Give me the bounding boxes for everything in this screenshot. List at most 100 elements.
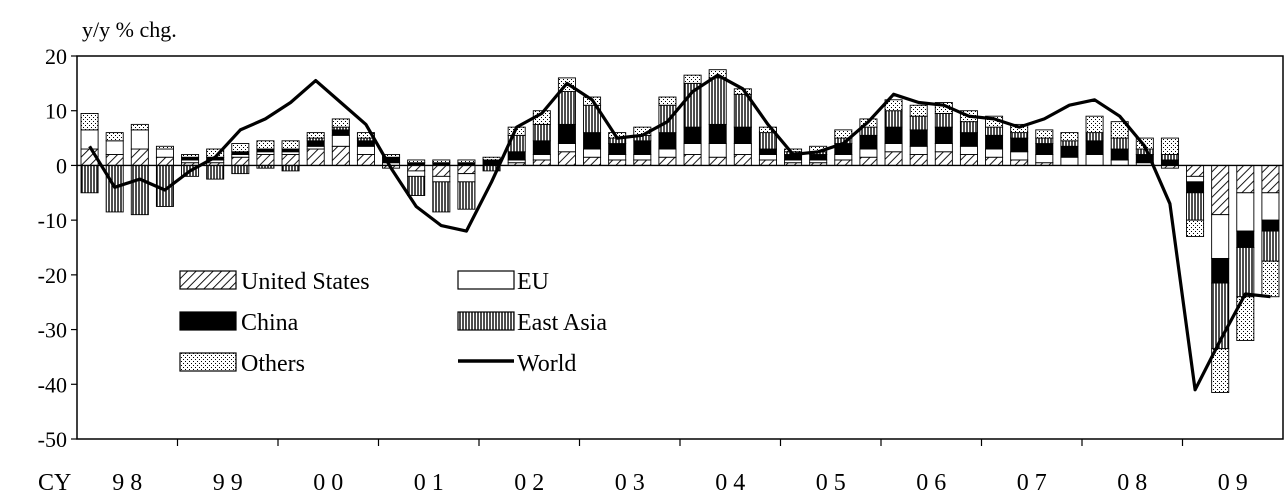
bar-east-asia [934,112,953,128]
bar-china [884,126,903,144]
legend-label-china: China [241,310,299,336]
bar-china [1261,219,1280,232]
y-tick-label: -30 [38,318,67,343]
bar-united-states [859,156,878,166]
bar-china [583,132,602,150]
bar-others [758,126,777,134]
bars-layer [80,69,1280,393]
world-line-layer [88,73,1271,392]
bar-china [608,143,627,155]
bar-others [1085,115,1104,134]
bar-united-states [557,151,576,166]
bar-others [784,148,803,153]
bar-eu [407,170,426,177]
bar-east-asia [1261,230,1280,262]
bar-china [985,134,1004,150]
bar-united-states [105,154,124,166]
bar-east-asia [909,115,928,131]
bar-eu [105,140,124,155]
y-tick-label: -10 [38,208,67,233]
bar-united-states [231,156,250,166]
bar-united-states [457,164,476,175]
bar-eu [859,148,878,158]
y-tick-label: 20 [45,44,67,69]
bar-eu [583,148,602,158]
bar-united-states [934,151,953,166]
bar-others [683,74,702,84]
legend-label-world: World [517,351,576,377]
x-tick-label: 9 8 [112,470,142,496]
x-tick-label: 0 5 [816,470,846,496]
x-tick-label: 0 7 [1017,470,1047,496]
bar-eu [733,143,752,155]
legend-swatch-eu [457,270,515,290]
bar-east-asia [758,132,777,150]
bar-united-states [733,154,752,166]
legend-swatch-east-asia [457,311,515,331]
world-line [88,73,1271,392]
bar-east-asia [884,110,903,128]
bar-china [909,129,928,147]
bar-east-asia [1085,132,1104,142]
bar-eu [1110,159,1129,166]
legend-label-united-states: United States [241,269,370,295]
bar-eu [959,145,978,155]
bar-others [482,156,501,161]
bar-east-asia [206,164,225,180]
bar-eu [80,129,99,150]
bar-united-states [407,164,426,172]
bar-eu [432,175,451,183]
bar-others [356,132,375,139]
bar-others [457,159,476,164]
bar-united-states [758,159,777,166]
bar-china [557,123,576,144]
bar-east-asia [432,181,451,213]
bar-others [1160,137,1179,155]
bar-eu [457,173,476,183]
bar-others [1186,219,1205,238]
bar-eu [708,143,727,158]
bar-eu [557,143,576,153]
bar-united-states [1186,164,1205,177]
bar-united-states [356,154,375,166]
bar-china [708,123,727,144]
bar-eu [1211,214,1230,259]
bar-east-asia [959,121,978,134]
bar-china [1035,143,1054,155]
bar-china [482,159,501,166]
bar-china [331,129,350,136]
bar-china [959,132,978,147]
bar-china [934,126,953,144]
x-axis-prefix: CY [38,470,71,496]
legend-swatch-others [179,352,237,372]
x-tick-label: 0 8 [1117,470,1147,496]
bar-others [1211,348,1230,393]
bar-china [633,140,652,155]
bar-united-states [1236,164,1255,194]
x-tick-label: 0 6 [916,470,946,496]
bar-china [809,154,828,161]
bar-china [1186,181,1205,194]
bar-eu [1186,175,1205,183]
bar-eu [155,148,174,158]
bar-united-states [1211,164,1230,216]
bar-eu [658,148,677,158]
bar-others [1110,121,1129,139]
legend-label-east-asia: East Asia [517,310,607,336]
bar-east-asia [80,164,99,194]
bar-china [1160,159,1179,166]
bar-china [683,126,702,144]
y-axis: 20 10 0 -10 -20 -30 -40 -50 [38,44,77,452]
bar-china [859,134,878,150]
bar-united-states [130,148,149,166]
bar-eu [532,154,551,161]
bar-east-asia [281,164,300,172]
bar-east-asia [557,91,576,125]
bar-east-asia [231,164,250,175]
bar-united-states [281,154,300,166]
bar-united-states [1261,164,1280,194]
legend-label-eu: EU [517,269,549,295]
legend: United States EU China East Asia Others … [179,269,607,377]
plot-frame [76,55,1284,440]
